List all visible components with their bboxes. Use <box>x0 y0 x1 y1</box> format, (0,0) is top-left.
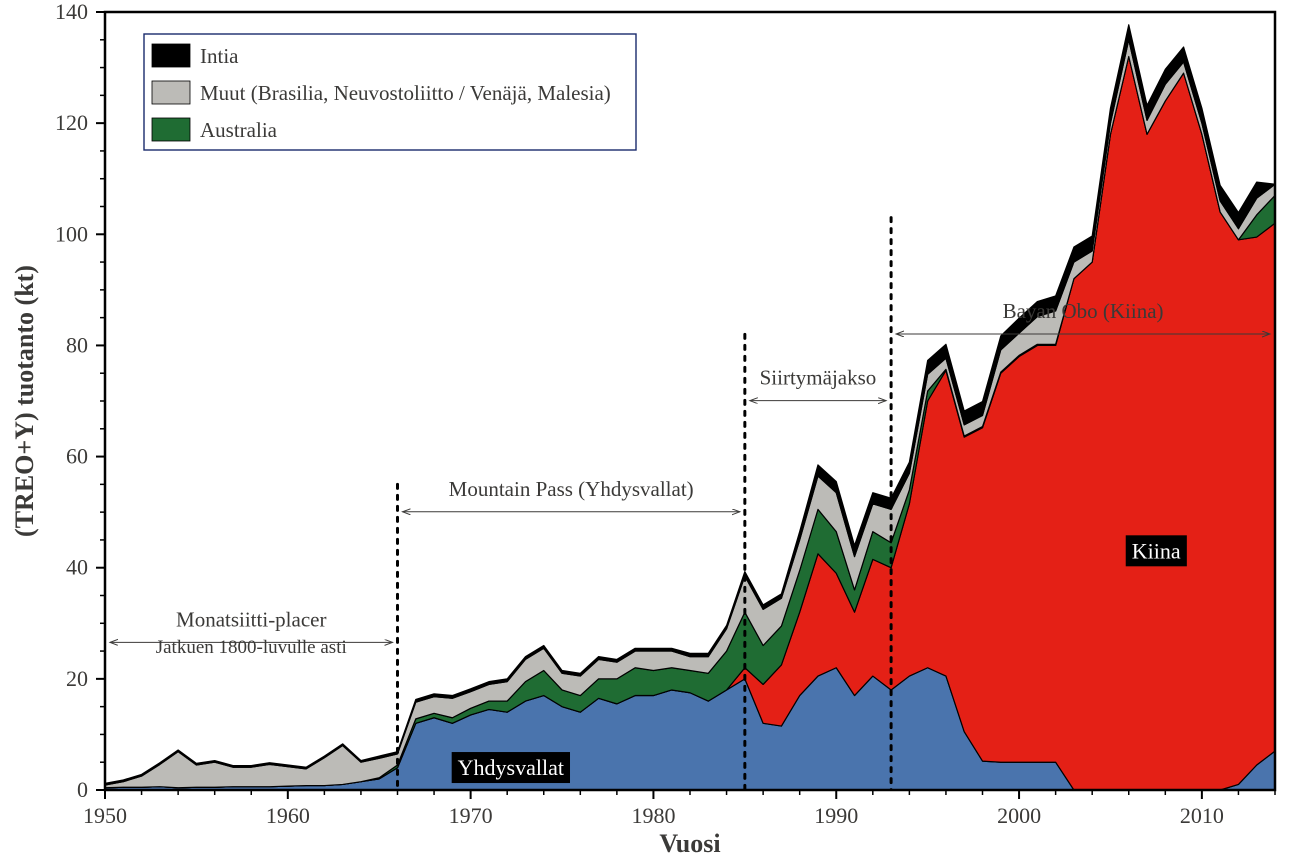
y-tick-label: 20 <box>66 666 88 691</box>
era-label: Mountain Pass (Yhdysvallat) <box>449 477 694 501</box>
legend-label: Australia <box>200 118 278 142</box>
era-sublabel: Jatkuen 1800-luvulle asti <box>156 637 347 658</box>
region-label-text: Yhdysvallat <box>458 755 564 780</box>
y-tick-label: 140 <box>55 0 88 24</box>
legend-swatch <box>152 44 190 67</box>
x-axis-label: Vuosi <box>659 829 720 858</box>
x-tick-label: 1990 <box>814 803 858 828</box>
x-tick-label: 1970 <box>449 803 493 828</box>
x-tick-label: 1960 <box>266 803 310 828</box>
y-tick-label: 120 <box>55 110 88 135</box>
x-tick-label: 1950 <box>83 803 127 828</box>
y-tick-label: 0 <box>77 777 88 802</box>
region-label-text: Kiina <box>1132 538 1181 563</box>
legend-label: Muut (Brasilia, Neuvostoliitto / Venäjä,… <box>200 81 611 105</box>
stacked-area-chart: Monatsiitti-placer Jatkuen 1800-luvulle a… <box>0 0 1299 866</box>
era-label: Monatsiitti-placer <box>176 607 326 631</box>
x-tick-label: 1980 <box>631 803 675 828</box>
x-tick-label: 2010 <box>1180 803 1224 828</box>
legend-swatch <box>152 118 190 141</box>
era-label: Bayan Obo (Kiina) <box>1003 299 1164 323</box>
legend: Intia Muut (Brasilia, Neuvostoliitto / Ve… <box>144 34 636 150</box>
y-tick-label: 80 <box>66 332 88 357</box>
legend-swatch <box>152 81 190 104</box>
y-axis-label: (TREO+Y) tuotanto (kt) <box>10 265 39 537</box>
legend-label: Intia <box>200 44 239 68</box>
chart-container: Monatsiitti-placer Jatkuen 1800-luvulle a… <box>0 0 1299 866</box>
era-label: Siirtymäjakso <box>760 366 877 390</box>
x-tick-label: 2000 <box>997 803 1041 828</box>
y-tick-label: 60 <box>66 444 88 469</box>
y-tick-label: 100 <box>55 221 88 246</box>
y-tick-label: 40 <box>66 555 88 580</box>
